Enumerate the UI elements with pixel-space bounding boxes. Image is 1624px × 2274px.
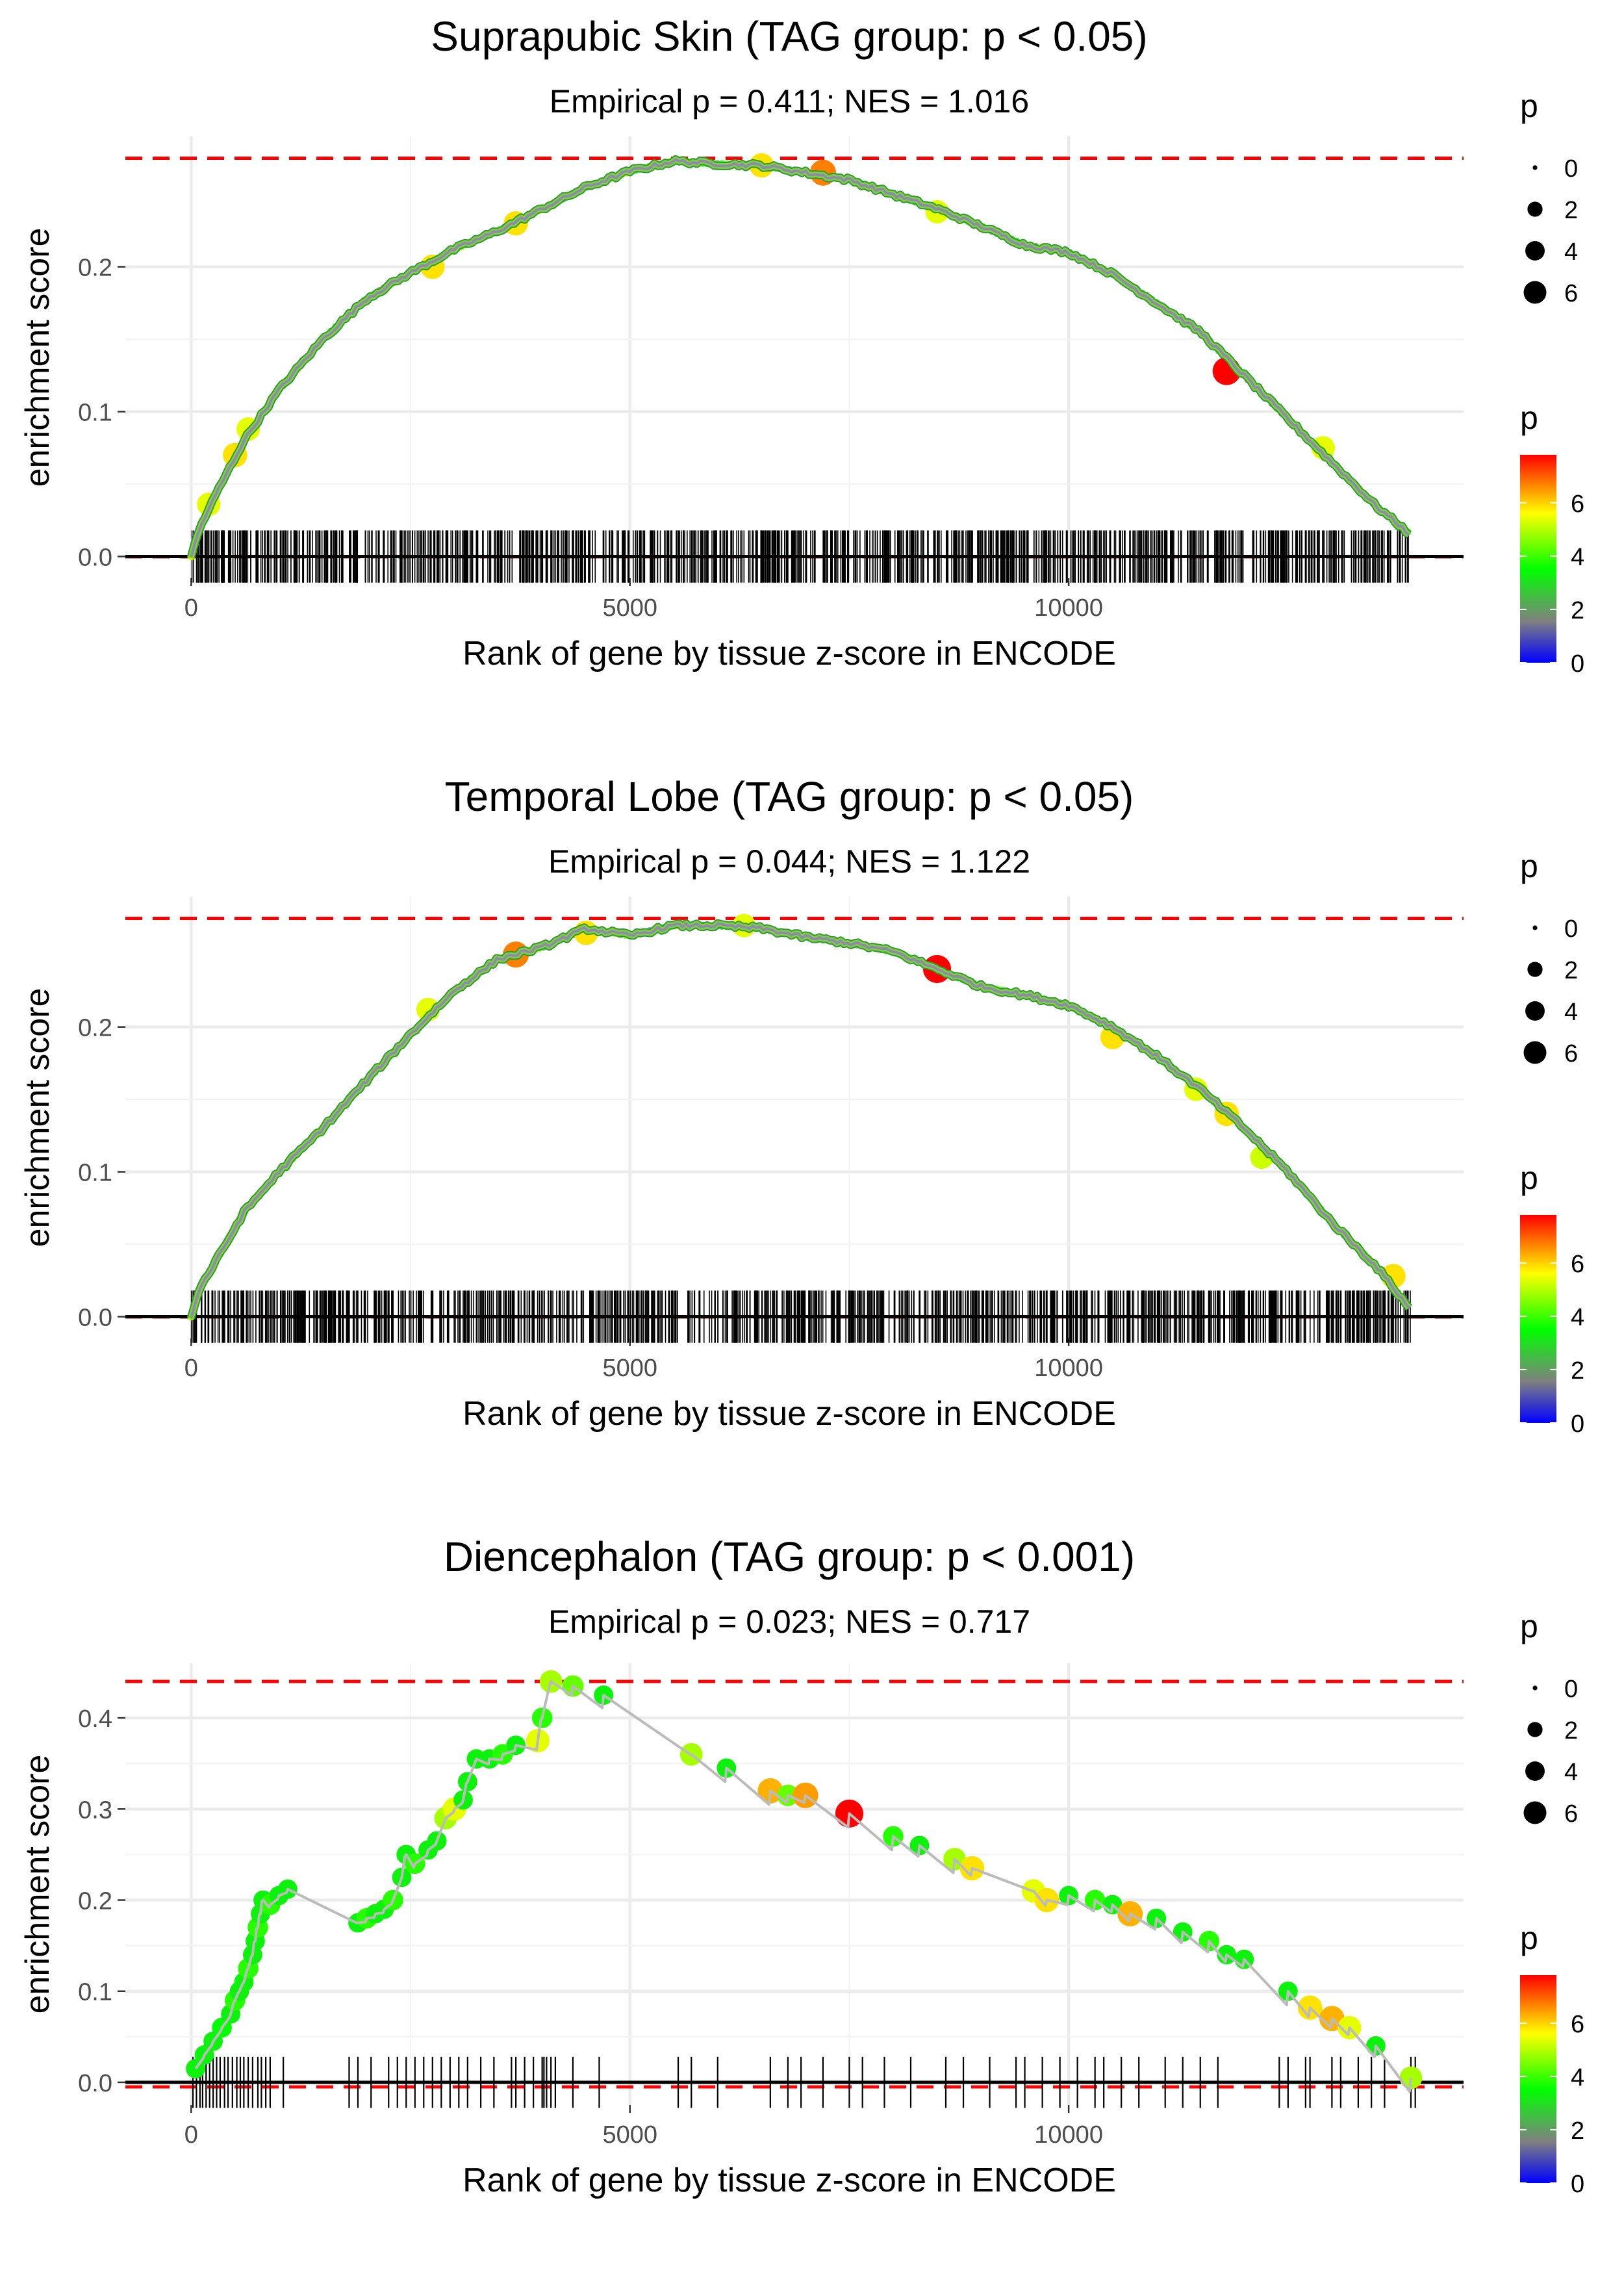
color-legend-label: 0 — [1571, 2171, 1584, 2198]
size-legend-dot — [1525, 1761, 1545, 1781]
color-legend-label: 6 — [1571, 2011, 1584, 2038]
size-legend: p 0 2 4 6 — [1520, 88, 1578, 307]
size-legend-title: p — [1520, 88, 1538, 124]
color-legend-title: p — [1520, 400, 1538, 436]
color-legend-bar — [1520, 1215, 1556, 1423]
size-legend-dot — [1532, 1685, 1538, 1691]
size-legend-label: 4 — [1564, 238, 1578, 266]
y-axis-label: enrichment score — [19, 228, 57, 487]
size-legend-dot — [1532, 925, 1538, 930]
size-legend-label: 4 — [1564, 999, 1578, 1026]
x-tick-label: 10000 — [1034, 1355, 1103, 1382]
size-legend-label: 2 — [1564, 957, 1578, 984]
size-legend-dot — [1523, 1801, 1547, 1824]
size-legend-dot — [1532, 165, 1538, 170]
size-legend-label: 6 — [1564, 1040, 1578, 1067]
size-legend-label: 4 — [1564, 1759, 1578, 1786]
size-legend-label: 2 — [1564, 197, 1578, 224]
size-legend-title: p — [1520, 1608, 1538, 1644]
y-tick-label: 0.1 — [78, 400, 112, 427]
color-legend-bar — [1520, 1975, 1556, 2183]
y-axis-label: enrichment score — [19, 1755, 57, 2014]
axes: 0.0 0.1 0.2 0 5000 10000 Rank of gene by tissu… — [19, 228, 1116, 672]
size-legend: p 0 2 4 6 — [1520, 1608, 1578, 1828]
color-legend-label: 4 — [1571, 2064, 1584, 2091]
color-legend: p 0 2 4 6 — [1520, 1160, 1584, 1438]
size-legend-dot — [1525, 1001, 1545, 1021]
color-legend-label: 4 — [1571, 544, 1584, 571]
y-tick-label: 0.1 — [78, 1160, 112, 1187]
chart-title: Temporal Lobe (TAG group: p < 0.05) — [445, 773, 1134, 820]
color-legend: p 0 2 4 6 — [1520, 1920, 1584, 2198]
x-tick-label: 10000 — [1034, 2121, 1103, 2149]
y-tick-label: 0.2 — [78, 1888, 112, 1915]
y-tick-label: 0.4 — [78, 1706, 112, 1733]
chart-subtitle: Empirical p = 0.411; NES = 1.016 — [550, 83, 1029, 120]
x-tick-label: 0 — [184, 2121, 198, 2149]
x-tick-label: 10000 — [1034, 594, 1103, 622]
y-axis-label: enrichment score — [19, 988, 57, 1247]
size-legend-label: 2 — [1564, 1717, 1578, 1744]
color-legend: p 0 2 4 6 — [1520, 400, 1584, 678]
axes: 0.0 0.1 0.2 0 5000 10000 Rank of gene by tissu… — [19, 988, 1116, 1433]
size-legend-dot — [1525, 241, 1545, 261]
panel-2: Temporal Lobe (TAG group: p < 0.05) Empir… — [19, 773, 1584, 1438]
color-legend-bar — [1520, 455, 1556, 663]
color-legend-label: 6 — [1571, 1251, 1584, 1278]
y-tick-label: 0.0 — [78, 1305, 112, 1332]
color-legend-label: 2 — [1571, 597, 1584, 624]
size-legend-title: p — [1520, 848, 1538, 884]
panel-1: Suprapubic Skin (TAG group: p < 0.05) Emp… — [19, 13, 1584, 678]
x-tick-label: 0 — [184, 1355, 198, 1382]
es-curve-core — [190, 922, 1410, 1318]
x-axis-label: Rank of gene by tissue z-score in ENCODE — [463, 2162, 1116, 2199]
y-tick-label: 0.2 — [78, 255, 112, 282]
size-legend-label: 0 — [1564, 915, 1578, 943]
x-tick-label: 5000 — [602, 2121, 657, 2149]
chart-title: Diencephalon (TAG group: p < 0.001) — [444, 1533, 1135, 1580]
size-legend-label: 0 — [1564, 1676, 1578, 1703]
x-axis-label: Rank of gene by tissue z-score in ENCODE — [463, 635, 1116, 672]
es-curve-core — [190, 158, 1410, 557]
y-tick-label: 0.2 — [78, 1015, 112, 1042]
color-legend-label: 2 — [1571, 2117, 1584, 2145]
size-legend-dot — [1527, 201, 1543, 217]
axes: 0.0 0.1 0.2 0.3 0.4 0 5000 10000 Rank of gene by… — [19, 1706, 1116, 2199]
y-tick-label: 0.1 — [78, 1979, 112, 2006]
color-legend-label: 4 — [1571, 1304, 1584, 1331]
chart-subtitle: Empirical p = 0.023; NES = 0.717 — [548, 1603, 1030, 1640]
color-legend-title: p — [1520, 1160, 1538, 1196]
x-tick-label: 5000 — [602, 1355, 657, 1382]
y-tick-label: 0.3 — [78, 1796, 112, 1824]
x-tick-label: 0 — [184, 594, 198, 622]
color-legend-label: 2 — [1571, 1357, 1584, 1385]
es-path — [194, 1680, 1412, 2093]
y-tick-label: 0.0 — [78, 544, 112, 572]
size-legend-label: 6 — [1564, 280, 1578, 307]
chart-subtitle: Empirical p = 0.044; NES = 1.122 — [548, 843, 1030, 880]
x-tick-label: 5000 — [602, 594, 657, 622]
panel-3: Diencephalon (TAG group: p < 0.001) Empir… — [19, 1533, 1584, 2199]
size-legend: p 0 2 4 6 — [1520, 848, 1578, 1067]
size-legend-dot — [1527, 962, 1543, 977]
size-legend-dot — [1527, 1722, 1543, 1737]
size-legend-dot — [1523, 1041, 1547, 1064]
color-legend-label: 0 — [1571, 650, 1584, 678]
size-legend-dot — [1523, 281, 1547, 304]
color-legend-title: p — [1520, 1920, 1538, 1956]
size-legend-label: 6 — [1564, 1800, 1578, 1828]
chart-title: Suprapubic Skin (TAG group: p < 0.05) — [431, 13, 1147, 60]
color-legend-label: 6 — [1571, 491, 1584, 518]
size-legend-label: 0 — [1564, 155, 1578, 183]
x-axis-label: Rank of gene by tissue z-score in ENCODE — [463, 1395, 1116, 1433]
y-tick-label: 0.0 — [78, 2070, 112, 2097]
color-legend-label: 0 — [1571, 1411, 1584, 1438]
